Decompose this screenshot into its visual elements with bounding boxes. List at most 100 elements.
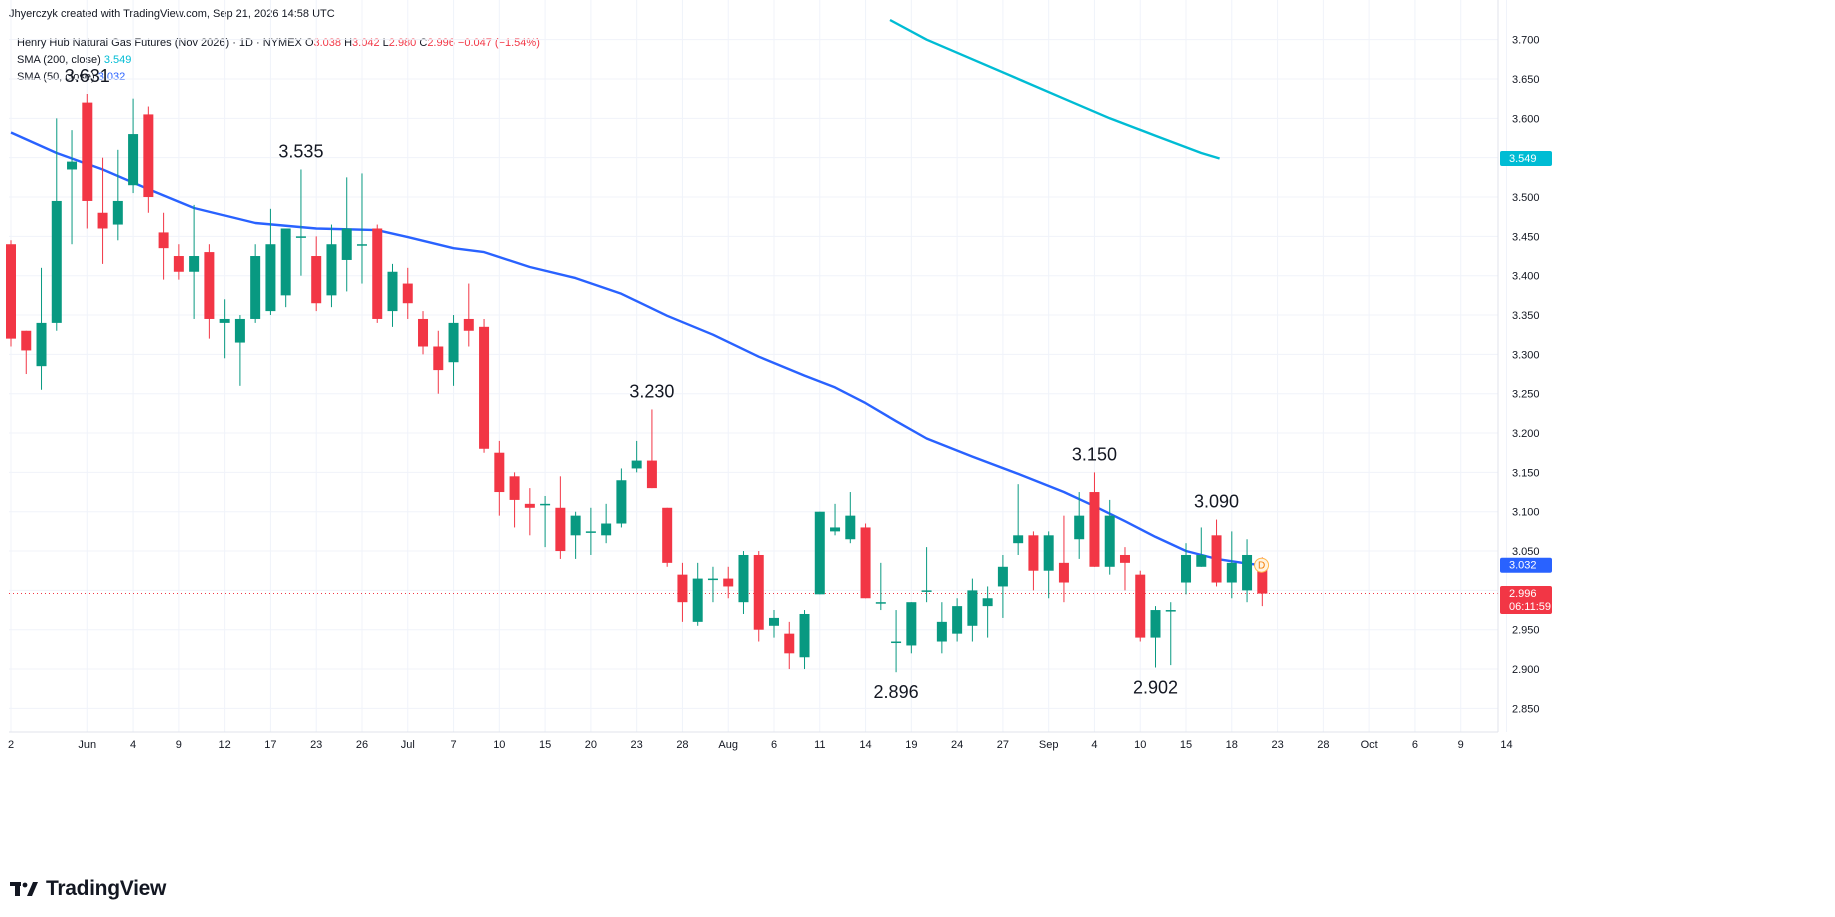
candle xyxy=(1089,472,1100,567)
candle xyxy=(1028,531,1039,591)
candle xyxy=(204,244,215,339)
time-tick-label: 26 xyxy=(356,739,368,751)
candle-body xyxy=(6,244,16,339)
candle xyxy=(1150,606,1161,668)
candle xyxy=(860,523,871,599)
candle xyxy=(1013,484,1024,555)
time-tick-label: 14 xyxy=(859,739,871,751)
price-tick-label: 3.600 xyxy=(1512,113,1540,125)
candle xyxy=(646,409,657,489)
candle-body xyxy=(1028,535,1039,571)
extreme-price-label: 2.896 xyxy=(874,682,919,702)
candle xyxy=(51,118,62,331)
candle-body xyxy=(82,102,93,201)
last-price-tag-text: 2.996 xyxy=(1509,588,1537,600)
time-tick-label: 23 xyxy=(631,739,643,751)
time-tick-label: 7 xyxy=(450,739,456,751)
dividend-marker xyxy=(1254,557,1270,573)
candle xyxy=(21,330,32,375)
candle xyxy=(1119,547,1130,591)
time-tick-label: Oct xyxy=(1361,739,1378,751)
bar-countdown: 06:11:59 xyxy=(1509,601,1551,613)
close-label: C xyxy=(419,37,428,49)
tradingview-logo[interactable]: TradingView xyxy=(10,876,166,902)
candle xyxy=(814,511,825,595)
sma50-price-tag-text: 3.032 xyxy=(1509,560,1537,572)
candle xyxy=(738,551,749,614)
candle-body xyxy=(1211,535,1222,583)
candle-body xyxy=(433,346,444,371)
candle-body xyxy=(723,578,734,587)
candles-layer xyxy=(6,93,1268,673)
extreme-price-label: 3.150 xyxy=(1072,444,1117,464)
low-label: L xyxy=(382,37,389,49)
candle-body xyxy=(448,322,459,363)
candle xyxy=(891,610,902,673)
candle xyxy=(82,93,93,229)
candle xyxy=(631,440,642,473)
candle xyxy=(402,267,413,319)
time-tick-label: Sep xyxy=(1039,739,1059,751)
candle-body xyxy=(1089,492,1100,567)
candle xyxy=(433,330,444,394)
candle-body xyxy=(479,326,490,449)
candle xyxy=(830,503,841,536)
candle xyxy=(219,299,230,359)
candle-body xyxy=(601,523,612,536)
chart-credit: Jhyerczyk created with TradingView.com, … xyxy=(9,8,335,20)
candle xyxy=(295,169,306,276)
candle-body xyxy=(677,574,688,603)
candle xyxy=(509,472,520,528)
candle-body xyxy=(784,633,795,654)
candle-body xyxy=(997,566,1008,587)
candle xyxy=(479,318,490,453)
candle-body xyxy=(707,578,718,581)
candle xyxy=(280,228,291,308)
candle-body xyxy=(1043,535,1054,571)
candle xyxy=(875,562,886,611)
time-tick-label: 15 xyxy=(539,739,551,751)
time-tick-label: 18 xyxy=(1226,739,1238,751)
sma200-price-tag-text: 3.549 xyxy=(1509,153,1537,165)
candle-body xyxy=(463,318,474,331)
time-tick-label: 24 xyxy=(951,739,963,751)
candle xyxy=(967,578,978,642)
time-tick-label: 19 xyxy=(905,739,917,751)
candle xyxy=(6,240,16,347)
candle xyxy=(1058,515,1069,603)
candle-body xyxy=(540,503,551,506)
candle xyxy=(372,224,383,323)
candle-body xyxy=(219,318,230,323)
time-tick-label: 2 xyxy=(8,739,14,751)
time-tick-label: 15 xyxy=(1180,739,1192,751)
extreme-price-label: 3.631 xyxy=(65,66,110,86)
candle xyxy=(723,566,734,599)
candle-body xyxy=(280,228,291,296)
sma50-legend-row[interactable]: SMA (50, close) 3.032 xyxy=(17,69,540,86)
price-tick-label: 3.300 xyxy=(1512,349,1540,361)
time-tick-label: 10 xyxy=(1134,739,1146,751)
candle-body xyxy=(1242,554,1253,591)
candle-body xyxy=(143,114,154,198)
price-tick-label: 3.250 xyxy=(1512,389,1540,401)
candle xyxy=(143,106,154,213)
candle-body xyxy=(967,590,978,626)
candle-body xyxy=(1058,562,1069,583)
price-tick-label: 3.200 xyxy=(1512,428,1540,440)
candle-body xyxy=(1104,515,1115,567)
candle xyxy=(265,208,276,316)
candle xyxy=(387,263,398,327)
candle xyxy=(311,236,322,312)
candle-body xyxy=(1165,610,1176,612)
sma200-legend-row[interactable]: SMA (200, close) 3.549 xyxy=(17,52,540,69)
candle xyxy=(677,562,688,622)
candle-body xyxy=(570,515,581,536)
candle xyxy=(585,507,596,555)
candle-body xyxy=(173,256,184,272)
candle xyxy=(97,157,108,264)
candle xyxy=(67,130,78,245)
candle xyxy=(341,177,352,292)
candle xyxy=(1165,602,1176,666)
candle xyxy=(753,551,764,642)
